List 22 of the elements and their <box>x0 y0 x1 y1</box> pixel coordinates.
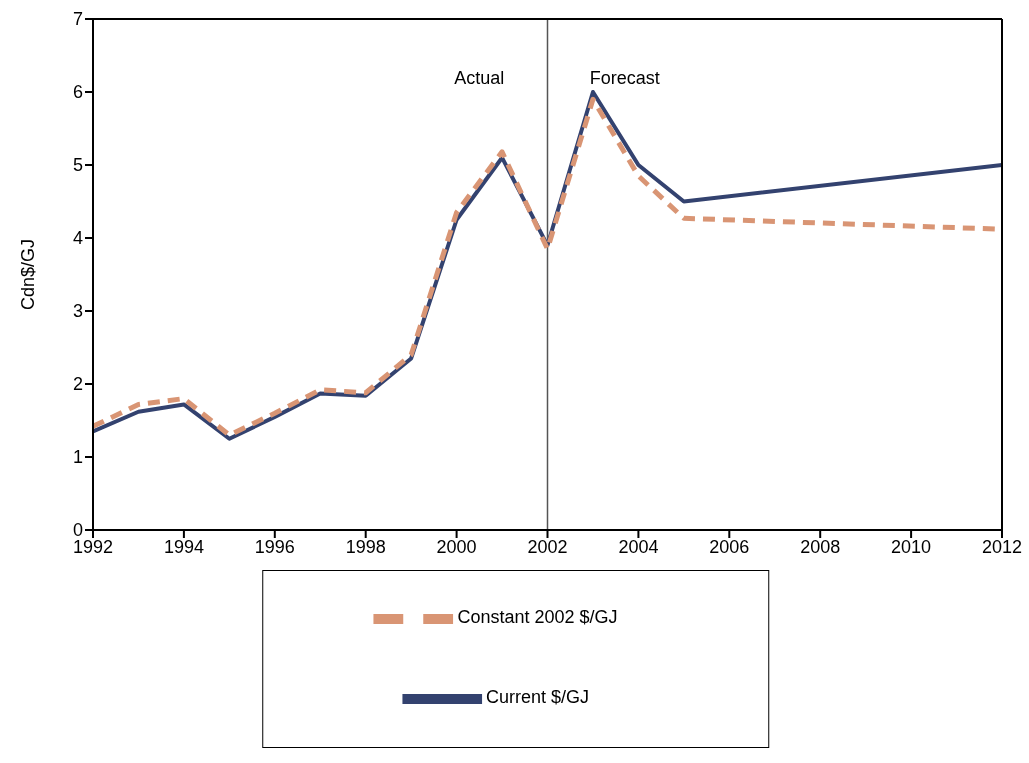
y-tick-label: 4 <box>72 228 83 249</box>
y-tick-label: 2 <box>72 374 83 395</box>
x-tick-label: 2002 <box>527 536 568 557</box>
y-tick-label: 5 <box>72 155 83 176</box>
y-tick-label: 1 <box>72 447 83 468</box>
legend-label: Current $/GJ <box>485 687 590 708</box>
y-tick-label: 3 <box>72 301 83 322</box>
annotation: Actual <box>454 68 505 89</box>
annotation: Forecast <box>589 68 660 89</box>
x-tick-label: 2004 <box>618 536 659 557</box>
x-tick-label: 1996 <box>254 536 295 557</box>
x-tick-label: 2012 <box>981 536 1023 557</box>
x-tick-label: 2006 <box>709 536 750 557</box>
x-tick-label: 2010 <box>891 536 932 557</box>
x-tick-label: 1998 <box>345 536 386 557</box>
x-tick-label: 2000 <box>436 536 477 557</box>
x-tick-label: 1994 <box>163 536 204 557</box>
y-axis-title: Cdn$/GJ <box>18 238 39 311</box>
y-tick-label: 7 <box>72 9 83 30</box>
y-tick-label: 6 <box>72 82 83 103</box>
legend-label: Constant 2002 $/GJ <box>457 607 618 628</box>
x-tick-label: 2008 <box>800 536 841 557</box>
